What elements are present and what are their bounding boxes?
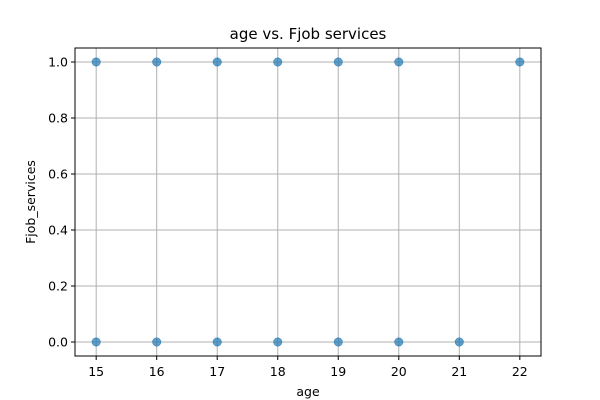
- x-tick-label: 16: [149, 364, 165, 379]
- point-layer: [91, 57, 525, 347]
- data-point: [152, 57, 162, 67]
- y-tick-label: 1.0: [48, 55, 68, 70]
- y-tick-label: 0.0: [48, 335, 68, 350]
- y-tick-label: 0.6: [48, 167, 68, 182]
- y-tick-label: 0.4: [48, 223, 68, 238]
- data-point: [454, 337, 464, 347]
- data-point: [91, 337, 101, 347]
- y-tick-label: 0.8: [48, 111, 68, 126]
- data-point: [333, 57, 343, 67]
- data-point: [91, 57, 101, 67]
- data-point: [212, 57, 222, 67]
- data-point: [152, 337, 162, 347]
- x-axis-label: age: [296, 384, 320, 399]
- data-point: [212, 337, 222, 347]
- x-tick-label: 15: [88, 364, 104, 379]
- x-tick-label: 19: [330, 364, 346, 379]
- plot-frame: [74, 47, 542, 357]
- x-tick-label: 20: [391, 364, 407, 379]
- data-point: [273, 57, 283, 67]
- x-tick-label: 22: [512, 364, 528, 379]
- y-tick-label: 0.2: [48, 279, 68, 294]
- data-point: [394, 337, 404, 347]
- tick-layer: 15 16 17 18 19 20 21 22 0.0 0.2 0.4 0.6 0.8 1.0: [48, 55, 528, 380]
- chart-title: age vs. Fjob services: [230, 25, 387, 43]
- x-tick-label: 18: [270, 364, 286, 379]
- x-tick-label: 17: [209, 364, 225, 379]
- data-point: [515, 57, 525, 67]
- grid-layer: [75, 48, 541, 356]
- x-tick-label: 21: [451, 364, 467, 379]
- y-axis-label: Fjob_services: [23, 160, 38, 244]
- data-point: [394, 57, 404, 67]
- data-point: [273, 337, 283, 347]
- data-point: [333, 337, 343, 347]
